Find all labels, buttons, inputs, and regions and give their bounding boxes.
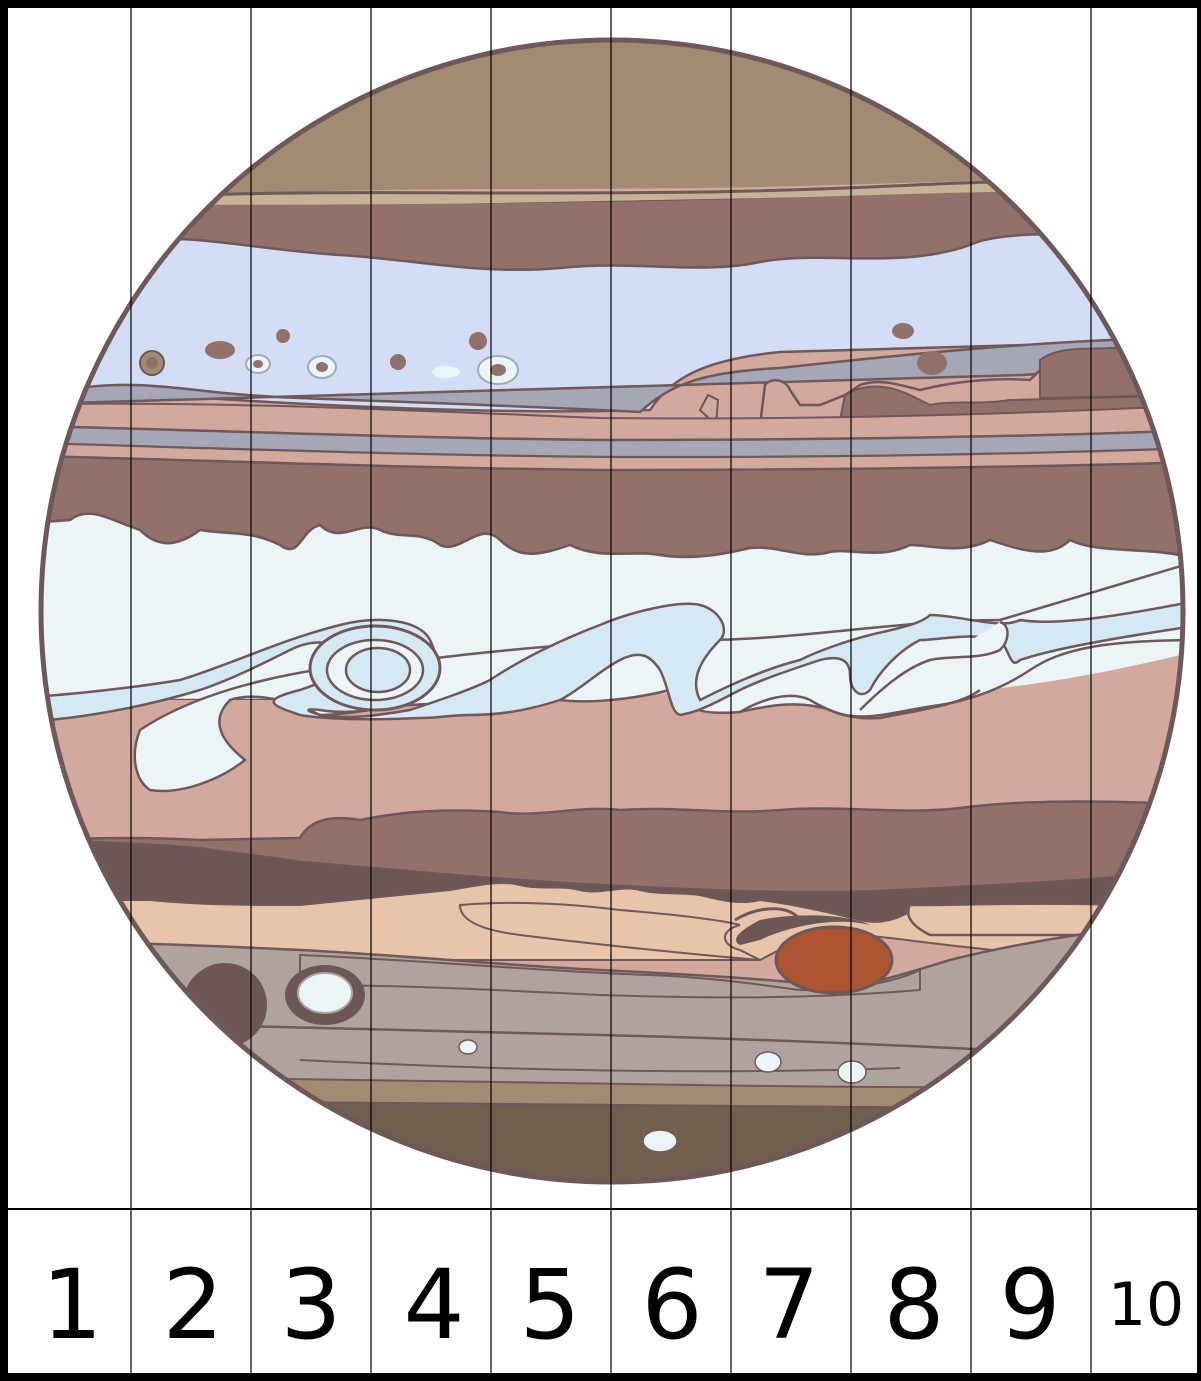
strip-number-9: 9 (999, 1249, 1060, 1361)
strip-number-2: 2 (162, 1249, 223, 1361)
strip-number-5: 5 (519, 1249, 580, 1361)
strip-number-8: 8 (883, 1249, 944, 1361)
strip-number-10: 10 (1108, 1270, 1184, 1340)
strip-numbers: 1 2 3 4 5 6 7 8 9 10 (41, 1249, 1184, 1361)
strip-number-3: 3 (280, 1249, 341, 1361)
strip-number-4: 4 (403, 1249, 464, 1361)
strip-number-7: 7 (758, 1249, 819, 1361)
strip-number-6: 6 (641, 1249, 702, 1361)
strip-number-1: 1 (41, 1249, 102, 1361)
